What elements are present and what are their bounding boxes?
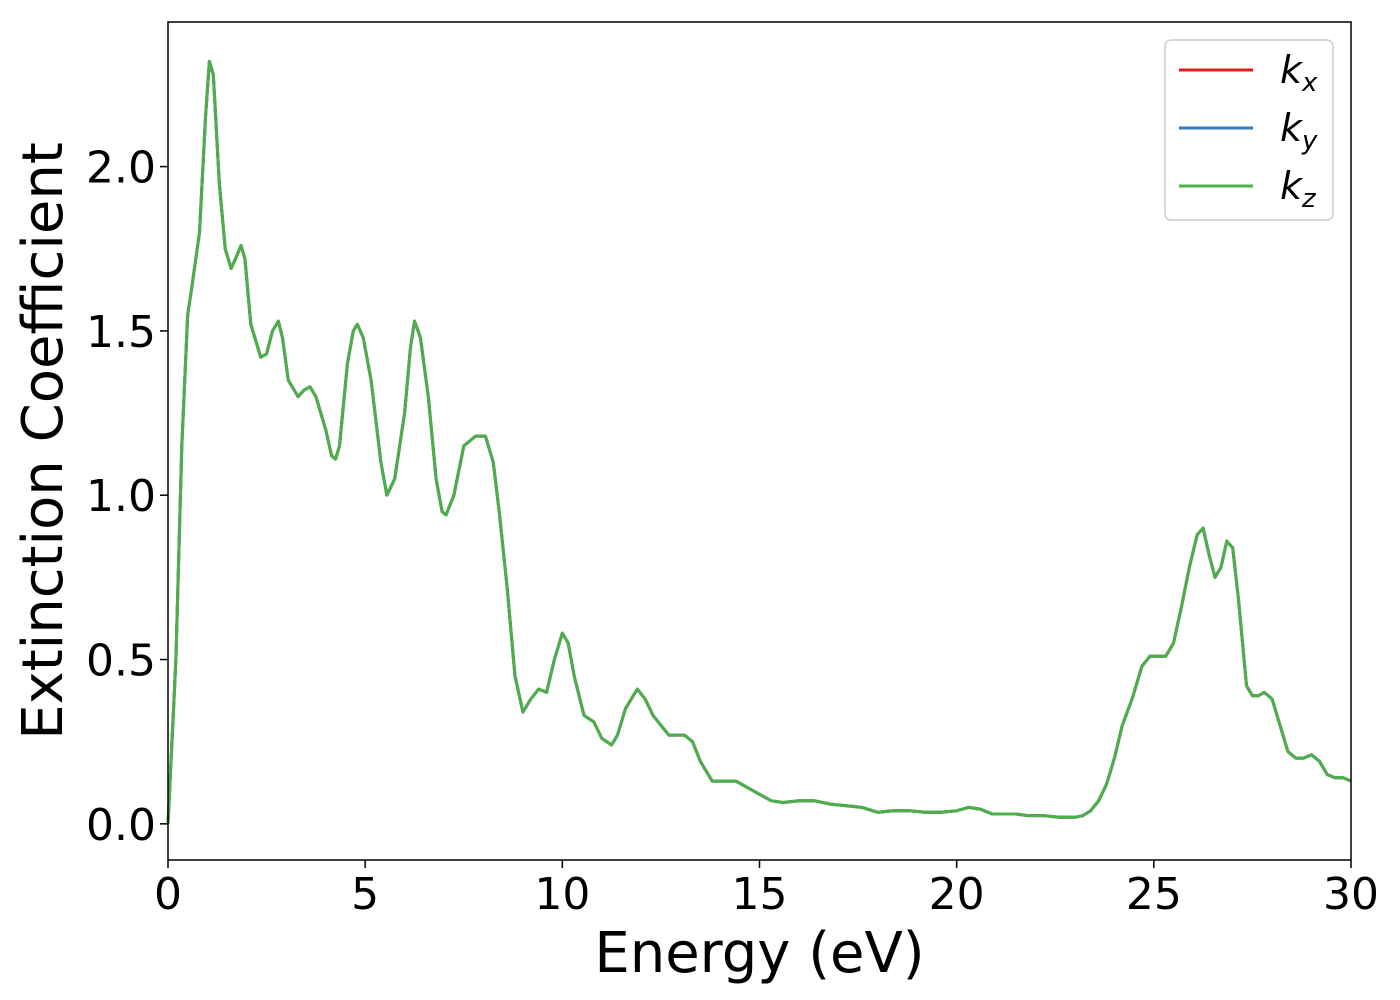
legend-label-z: kz (1280, 164, 1317, 214)
legend-box (1164, 39, 1334, 221)
legend-label-base: k (1280, 164, 1304, 208)
series-layer (166, 59, 1352, 824)
x-tick-label: 0 (154, 869, 182, 920)
x-tick-label: 15 (732, 869, 788, 920)
y-axis: 0.0 0.5 1.0 1.5 2.0 (86, 143, 168, 851)
x-tick-label: 10 (534, 869, 590, 920)
x-tick-label: 5 (351, 869, 379, 920)
x-axis: 0 5 10 15 20 25 30 (154, 860, 1379, 920)
y-tick-label: 2.0 (86, 143, 156, 194)
series-line-z (166, 59, 1352, 824)
y-tick-label: 0.0 (86, 800, 156, 851)
y-tick-label: 0.5 (86, 636, 156, 687)
y-tick-label: 1.5 (86, 307, 156, 358)
legend-label-y: ky (1280, 106, 1318, 156)
legend-label-subscript: z (1301, 184, 1317, 214)
legend-label-base: k (1280, 48, 1304, 92)
y-tick-label: 1.0 (86, 471, 156, 522)
legend-label-subscript: x (1301, 68, 1318, 98)
x-tick-label: 25 (1126, 869, 1182, 920)
legend-label-base: k (1280, 106, 1304, 150)
x-tick-label: 30 (1323, 869, 1379, 920)
x-axis-label: Energy (eV) (594, 921, 924, 986)
legend-label-subscript: y (1301, 126, 1318, 156)
legend-label-x: kx (1280, 48, 1318, 98)
x-tick-label: 20 (929, 869, 985, 920)
y-axis-label: Extinction Coefficient (11, 142, 76, 740)
